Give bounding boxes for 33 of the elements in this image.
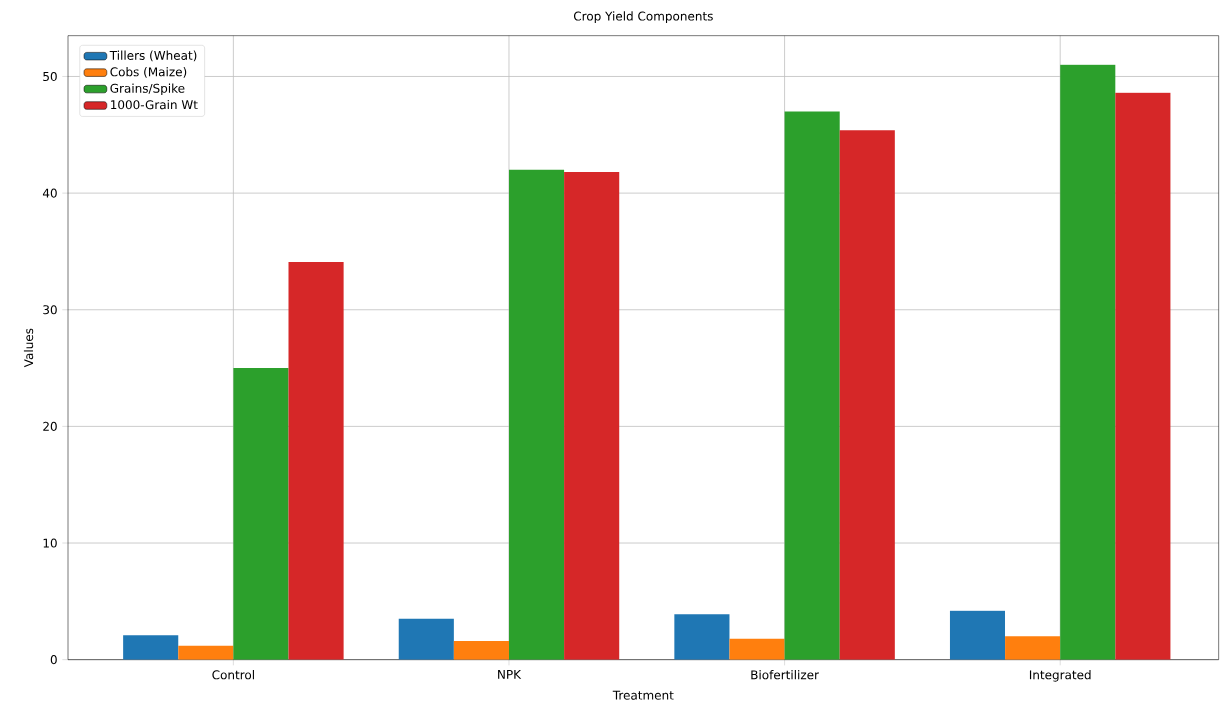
bar [453, 641, 509, 660]
chart-title: Crop Yield Components [573, 11, 713, 24]
bar [233, 368, 289, 660]
y-axis-title: Values [23, 328, 34, 368]
legend-label: 1000-Grain Wt [111, 100, 198, 110]
bar [288, 262, 344, 660]
legend-label: Cobs (Maize) [110, 67, 187, 78]
bar [564, 172, 620, 660]
bar [784, 111, 840, 660]
y-tick-label: 40 [42, 188, 57, 198]
y-tick-label: 0 [50, 655, 57, 665]
bar [729, 638, 785, 660]
bar [178, 645, 234, 660]
x-tick-label: NPK [498, 670, 522, 679]
legend-label: Grains/Spike [110, 83, 185, 96]
bar [508, 169, 565, 660]
bar [839, 130, 895, 660]
bar [123, 635, 179, 660]
x-axis-title: Treatment [612, 691, 674, 700]
y-tick-label: 20 [43, 422, 57, 432]
bar [949, 610, 1006, 660]
x-tick-label: Biofertilizer [751, 670, 819, 680]
bar [1115, 92, 1171, 660]
y-tick-label: 50 [43, 72, 57, 82]
x-tick-label: Control [212, 670, 254, 680]
bar [1060, 64, 1116, 660]
y-tick-label: 30 [43, 305, 57, 315]
bar [674, 614, 730, 660]
y-tick-label: 10 [43, 538, 57, 548]
x-tick-label: Integrated [1029, 670, 1091, 682]
bar [398, 619, 454, 660]
legend-label: Tillers (Wheat) [109, 50, 197, 62]
bar [1005, 636, 1061, 660]
